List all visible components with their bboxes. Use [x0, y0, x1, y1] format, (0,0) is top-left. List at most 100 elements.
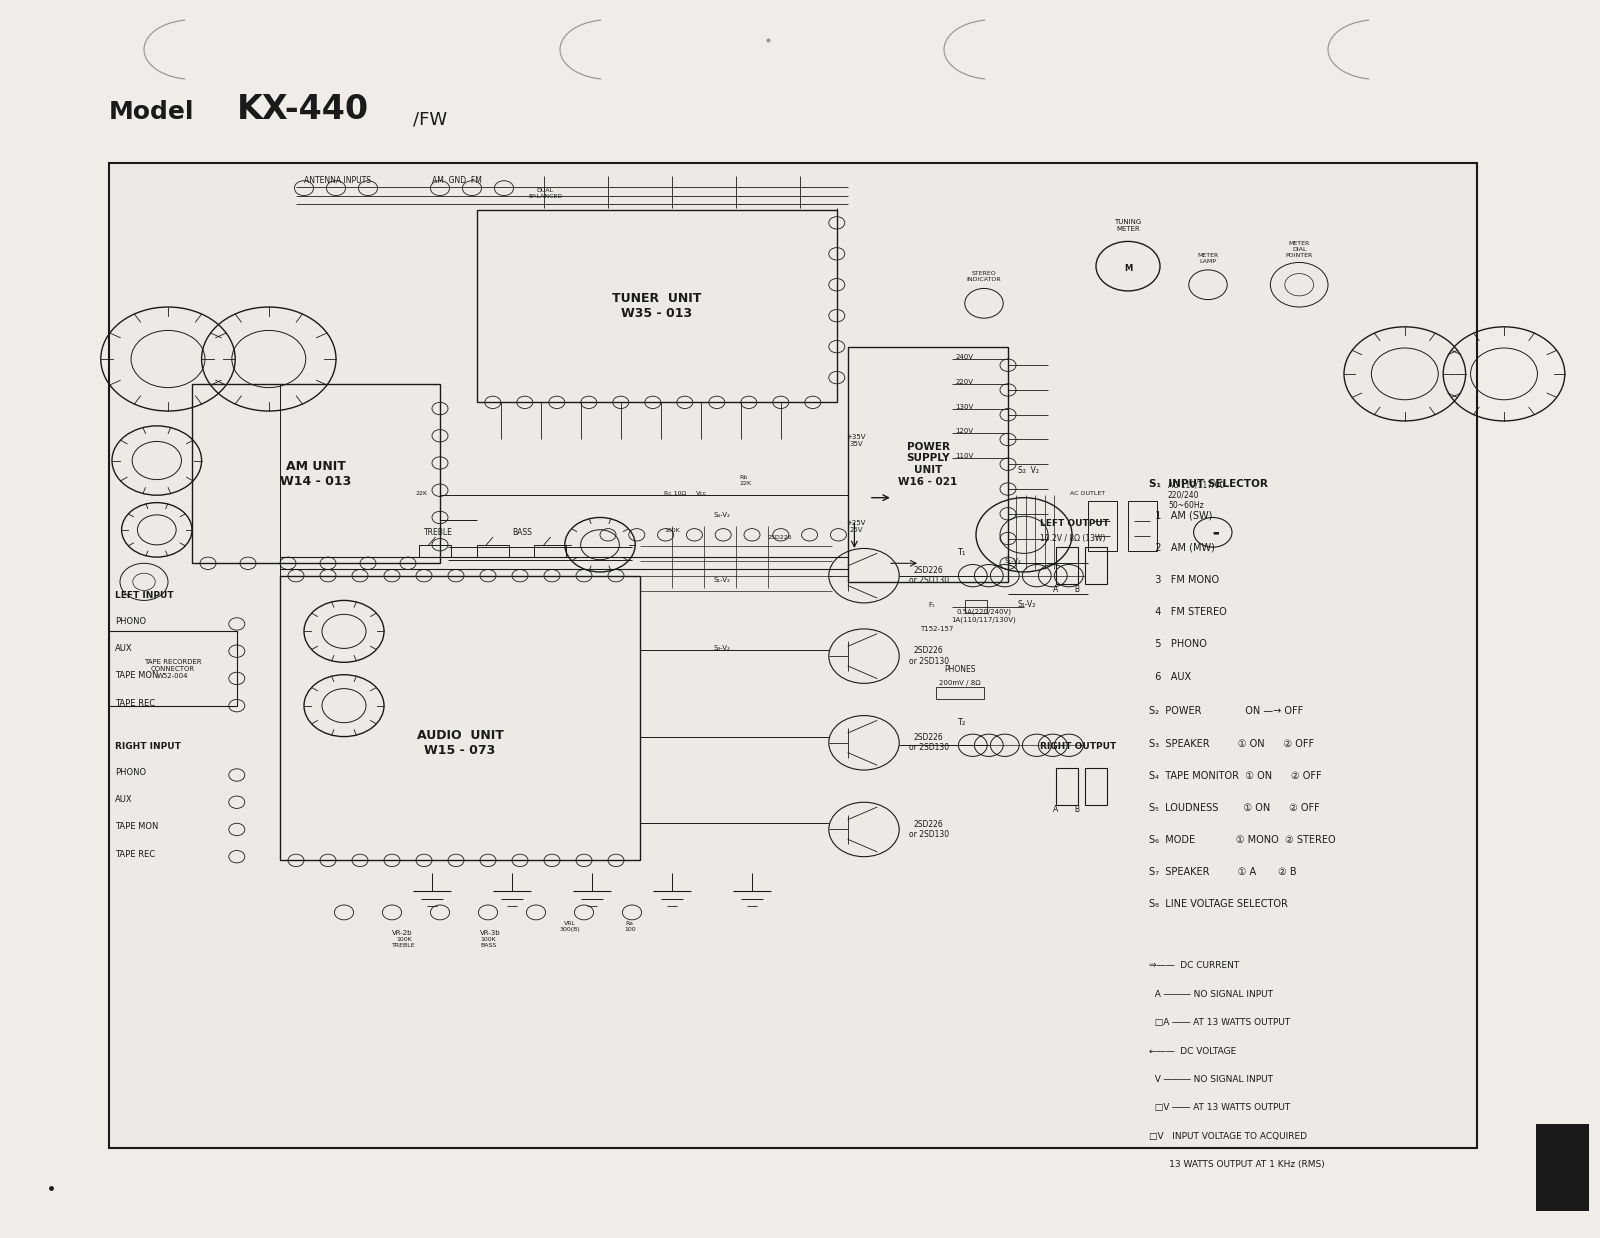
Text: AM  GND  FM: AM GND FM [432, 176, 482, 186]
Bar [1536, 1124, 1589, 1211]
Text: +25V
25V: +25V 25V [846, 520, 866, 534]
Text: S₂  V₂: S₂ V₂ [1018, 465, 1038, 475]
Bar [1128, 501, 1157, 551]
Text: 2SD226: 2SD226 [768, 535, 792, 540]
Text: S₄-V₂: S₄-V₂ [714, 513, 731, 519]
Text: METER
LAMP: METER LAMP [1197, 253, 1219, 264]
Text: STEREO
INDICATOR: STEREO INDICATOR [966, 271, 1002, 282]
Text: 10.2V / 8Ω (13W): 10.2V / 8Ω (13W) [1040, 534, 1106, 543]
Text: ←――  DC VOLTAGE: ←―― DC VOLTAGE [1149, 1046, 1237, 1056]
Text: V ――― NO SIGNAL INPUT: V ――― NO SIGNAL INPUT [1149, 1075, 1274, 1084]
Text: Rc 10Ω: Rc 10Ω [664, 491, 686, 496]
Text: 2SD226
or 2SD130: 2SD226 or 2SD130 [909, 646, 949, 666]
Text: 130V: 130V [955, 404, 973, 410]
Bar [1056, 768, 1078, 805]
Bar [477, 545, 509, 557]
Bar [1085, 547, 1107, 584]
Text: S₂  POWER              ON —→ OFF: S₂ POWER ON —→ OFF [1149, 707, 1302, 717]
Bar [534, 545, 566, 557]
Bar [936, 687, 984, 699]
Text: 3   FM MONO: 3 FM MONO [1149, 576, 1219, 586]
Text: METER
DIAL
POINTER: METER DIAL POINTER [1285, 241, 1314, 258]
Text: +35V
35V: +35V 35V [846, 433, 866, 447]
Text: 100K
TREBLE: 100K TREBLE [392, 937, 416, 948]
Text: 6   AUX: 6 AUX [1149, 672, 1190, 682]
Bar [419, 545, 451, 557]
Text: LEFT INPUT: LEFT INPUT [115, 591, 174, 600]
Text: S₁-V₂: S₁-V₂ [1018, 599, 1035, 609]
Text: S₁  INPUT SELECTOR: S₁ INPUT SELECTOR [1149, 479, 1267, 489]
Text: 2SD226
or 2SD130: 2SD226 or 2SD130 [909, 733, 949, 753]
Text: A       B: A B [1053, 805, 1080, 815]
Text: VR-3b: VR-3b [480, 930, 501, 936]
Text: 240V: 240V [955, 354, 973, 360]
Text: S₃-V₂: S₃-V₂ [714, 645, 731, 651]
Text: T₁: T₁ [957, 548, 965, 557]
Text: TAPE MON: TAPE MON [115, 671, 158, 681]
Text: PHONES: PHONES [944, 665, 976, 675]
Text: 13 WATTS OUTPUT AT 1 KHz (RMS): 13 WATTS OUTPUT AT 1 KHz (RMS) [1149, 1160, 1325, 1170]
Text: □V   INPUT VOLTAGE TO ACQUIRED: □V INPUT VOLTAGE TO ACQUIRED [1149, 1132, 1307, 1141]
Bar [109, 163, 1477, 1148]
Text: TAPE RECORDER
CONNECTOR
W52-004: TAPE RECORDER CONNECTOR W52-004 [144, 659, 202, 678]
Bar [1088, 501, 1117, 551]
Text: S₆  MODE             ① MONO  ② STEREO: S₆ MODE ① MONO ② STEREO [1149, 836, 1336, 846]
Text: AUX: AUX [115, 795, 133, 805]
Text: Rb
22K: Rb 22K [739, 475, 752, 487]
Text: TUNING
METER: TUNING METER [1114, 218, 1142, 232]
Text: 200mV / 8Ω: 200mV / 8Ω [939, 680, 981, 686]
Text: VRL
300(B): VRL 300(B) [560, 921, 581, 932]
Text: AC 110/117/00
220/240
50~60Hz: AC 110/117/00 220/240 50~60Hz [1168, 480, 1224, 510]
Text: S₄  TAPE MONITOR  ① ON      ② OFF: S₄ TAPE MONITOR ① ON ② OFF [1149, 771, 1322, 781]
Text: T₂: T₂ [957, 718, 965, 727]
Text: ⇒――  DC CURRENT: ⇒―― DC CURRENT [1149, 961, 1238, 971]
Text: TAPE REC: TAPE REC [115, 698, 155, 708]
Text: 100K: 100K [664, 529, 680, 534]
Text: A       B: A B [1053, 584, 1080, 594]
Text: POWER
SUPPLY
UNIT
W16 - 021: POWER SUPPLY UNIT W16 - 021 [898, 442, 958, 487]
Text: S₅  LOUDNESS        ① ON      ② OFF: S₅ LOUDNESS ① ON ② OFF [1149, 803, 1320, 813]
Text: T152-157: T152-157 [920, 626, 954, 633]
Bar [965, 600, 987, 613]
Text: /FW: /FW [413, 110, 446, 129]
Text: 5   PHONO: 5 PHONO [1149, 640, 1206, 650]
Text: TREBLE: TREBLE [424, 527, 453, 537]
Text: Ra
100: Ra 100 [624, 921, 635, 932]
Text: LEFT OUTPUT: LEFT OUTPUT [1040, 519, 1109, 529]
Text: 2SD226
or 2SD130: 2SD226 or 2SD130 [909, 820, 949, 839]
Text: F₁: F₁ [928, 602, 934, 608]
Text: ANTENNA INPUTS: ANTENNA INPUTS [304, 176, 371, 186]
Bar [848, 347, 1008, 582]
Text: TUNER  UNIT
W35 - 013: TUNER UNIT W35 - 013 [613, 292, 701, 321]
Text: 22K: 22K [416, 491, 429, 496]
Text: A ――― NO SIGNAL INPUT: A ――― NO SIGNAL INPUT [1149, 989, 1274, 999]
Bar [192, 384, 440, 563]
Text: 1   AM (SW): 1 AM (SW) [1149, 511, 1213, 521]
Text: RIGHT OUTPUT: RIGHT OUTPUT [1040, 742, 1117, 751]
Text: M: M [1123, 264, 1133, 274]
Text: AC OUTLET: AC OUTLET [1070, 491, 1106, 496]
Text: AUDIO  UNIT
W15 - 073: AUDIO UNIT W15 - 073 [416, 729, 504, 756]
Text: TAPE MON: TAPE MON [115, 822, 158, 832]
Text: Model: Model [109, 100, 194, 124]
Bar [1085, 768, 1107, 805]
Text: KX-440: KX-440 [237, 93, 370, 126]
Bar [1056, 547, 1078, 584]
Text: TAPE REC: TAPE REC [115, 849, 155, 859]
Text: 2SD226
or 2SD130: 2SD226 or 2SD130 [909, 566, 949, 586]
Text: PHONO: PHONO [115, 768, 146, 777]
Text: 2   AM (MW): 2 AM (MW) [1149, 543, 1214, 553]
Text: AM UNIT
W14 - 013: AM UNIT W14 - 013 [280, 459, 352, 488]
Bar [109, 631, 237, 706]
Text: ▬: ▬ [1213, 530, 1219, 535]
Text: □V ―― AT 13 WATTS OUTPUT: □V ―― AT 13 WATTS OUTPUT [1149, 1103, 1290, 1113]
Text: DUAL
BALANCED: DUAL BALANCED [528, 188, 562, 199]
Text: S₁-V₂: S₁-V₂ [714, 577, 731, 583]
Text: VR-2b: VR-2b [392, 930, 413, 936]
Text: 0.5A(220/240V)
1A(110/117/130V): 0.5A(220/240V) 1A(110/117/130V) [952, 609, 1016, 623]
Text: 120V: 120V [955, 428, 973, 435]
Text: 220V: 220V [955, 379, 973, 385]
Text: S₈  LINE VOLTAGE SELECTOR: S₈ LINE VOLTAGE SELECTOR [1149, 900, 1288, 910]
Text: □A ―― AT 13 WATTS OUTPUT: □A ―― AT 13 WATTS OUTPUT [1149, 1018, 1290, 1028]
Text: 110V: 110V [955, 453, 973, 459]
